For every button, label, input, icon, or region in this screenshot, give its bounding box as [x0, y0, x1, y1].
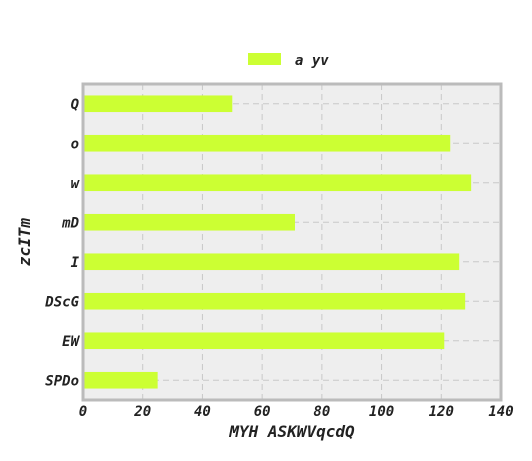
bars — [83, 95, 472, 389]
y-axis-label: zcITm — [15, 218, 34, 267]
x-axis-label: MYH ASKWVqcdQ — [228, 422, 355, 441]
y-tick-label: SPDo — [45, 373, 79, 389]
x-tick-label: 80 — [313, 404, 330, 420]
x-tick-label: 40 — [194, 404, 211, 420]
bar — [83, 332, 445, 350]
bar — [83, 253, 460, 271]
bar — [83, 292, 466, 310]
legend: a yv — [248, 53, 329, 69]
x-tick-label: 120 — [429, 404, 454, 420]
y-tick-label: Q — [71, 97, 79, 113]
y-tick-label: w — [71, 176, 81, 192]
y-tick-labels: Qo w mD I DScG EW SPDo — [44, 97, 80, 390]
plot-area — [83, 84, 501, 400]
plot-frame — [81, 82, 503, 402]
x-tick-label: 60 — [254, 404, 271, 420]
legend-swatch — [248, 53, 281, 65]
bar — [83, 95, 233, 113]
bar — [83, 134, 451, 152]
x-tick-label: 140 — [488, 404, 513, 420]
y-tick-label: o — [71, 136, 79, 152]
x-tick-label: 0 — [79, 404, 87, 420]
x-tick-labels: 0 20 40 60 80 100 120 140 — [79, 404, 514, 420]
legend-label: a yv — [295, 53, 329, 69]
y-tick-label: DScG — [44, 294, 79, 310]
y-tick-label: I — [71, 255, 80, 271]
bar — [83, 174, 472, 192]
bar — [83, 213, 295, 231]
x-tick-label: 20 — [133, 404, 151, 420]
x-tick-label: 100 — [369, 404, 394, 420]
y-tick-label: EW — [62, 334, 80, 350]
bar — [83, 371, 158, 389]
y-tick-label: mD — [61, 215, 79, 231]
